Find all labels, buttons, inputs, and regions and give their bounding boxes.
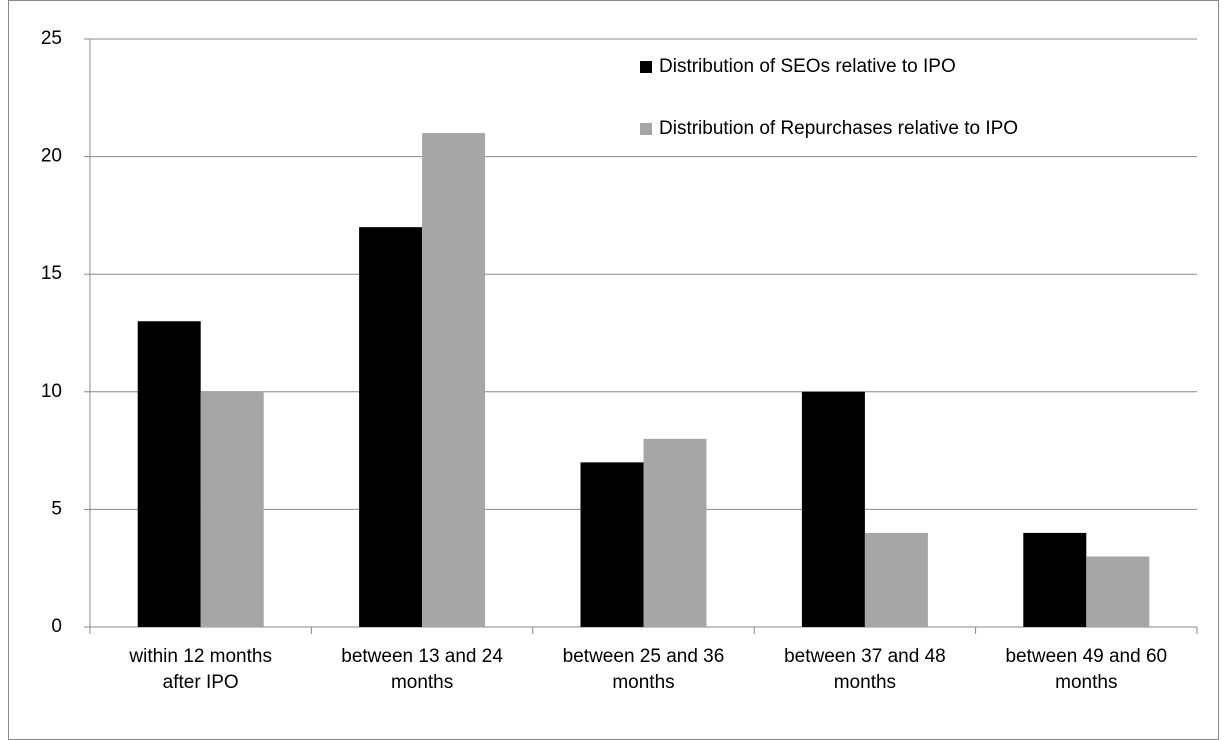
legend-swatch: [640, 123, 652, 135]
y-tick-label: 20: [41, 146, 62, 167]
y-tick-label: 5: [51, 498, 62, 519]
bar: [359, 227, 423, 627]
legend-swatch: [640, 61, 652, 73]
y-tick-label: 0: [51, 616, 62, 637]
bar: [801, 391, 865, 627]
x-tick-label: within 12 months after IPO: [129, 646, 272, 693]
bar: [1023, 532, 1087, 627]
y-tick-label: 25: [41, 28, 62, 49]
y-tick-label: 15: [41, 263, 62, 284]
x-tick-label: between 37 and 48 months: [784, 646, 946, 693]
y-tick-label: 10: [41, 381, 62, 402]
x-tick-label: between 25 and 36 months: [562, 646, 725, 693]
bar: [580, 462, 644, 627]
legend-label: Distribution of Repurchases relative to …: [659, 118, 1018, 139]
x-tick-label: between 13 and 24 months: [341, 646, 503, 693]
bar: [200, 391, 264, 627]
bar: [137, 321, 201, 627]
legend-label: Distribution of SEOs relative to IPO: [659, 56, 956, 77]
bar: [1086, 556, 1150, 627]
x-tick-label: between 49 and 60 months: [1005, 646, 1168, 693]
bar: [864, 532, 928, 627]
bar: [643, 438, 707, 627]
bar: [422, 133, 486, 627]
